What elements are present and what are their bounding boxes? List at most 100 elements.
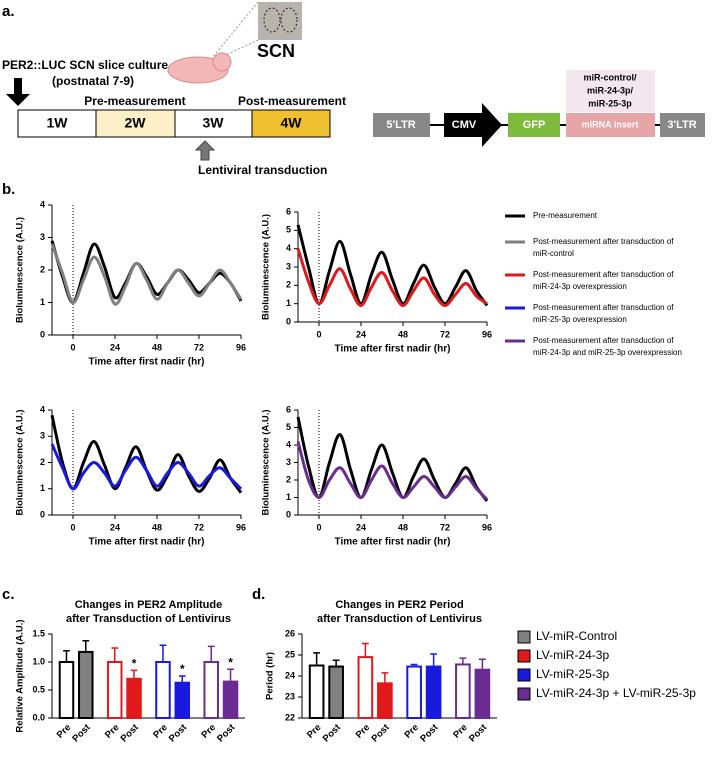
x-tick-label: 48 (398, 329, 408, 339)
bar (222, 680, 239, 719)
x-tick-label: 24 (110, 522, 120, 532)
series-line (296, 441, 489, 501)
error-bar (159, 644, 167, 662)
y-tick-label: 2 (286, 280, 291, 290)
y-tick-label: 3 (40, 232, 45, 242)
y-tick-label: 4 (286, 243, 291, 253)
x-tick-label: 48 (152, 342, 162, 352)
bar (106, 661, 123, 719)
week-label: 3W (203, 115, 225, 131)
legend-label: miR-24-3p overexpression (533, 282, 627, 291)
bar (474, 668, 491, 720)
ltr-box (373, 113, 430, 137)
y-tick-label: 2 (40, 264, 45, 274)
error-bar (111, 647, 119, 662)
bar (357, 656, 374, 719)
x-tick-label: 96 (482, 329, 492, 339)
y-tick-label: 3 (40, 431, 45, 441)
legend-label: miR-24-3p and miR-25-3p overexpression (533, 348, 682, 357)
bar (126, 677, 142, 719)
culture-label: PER2::LUC SCN slice culture (2, 58, 168, 72)
x-tick-label: 0 (70, 522, 75, 532)
y-tick-label: 0.0 (32, 712, 45, 722)
bar (425, 665, 442, 719)
y-tick-label: 1 (286, 298, 291, 308)
y-tick-label: 2 (286, 474, 291, 484)
x-axis-label: Time after first nadir (hr) (89, 537, 205, 548)
y-tick-label: 1.0 (32, 656, 45, 666)
x-tick-label: 72 (440, 329, 450, 339)
x-tick-label: Post (467, 722, 490, 745)
y-axis-label: Bioluminescence (A.U.) (15, 217, 26, 323)
construct-label: GFP (523, 119, 546, 131)
week-label: 1W (47, 115, 69, 131)
series-line (50, 243, 243, 306)
bar (155, 661, 171, 719)
legend-label: LV-miR-24-3p + LV-miR-25-3p (536, 686, 696, 700)
y-tick-label: 26 (285, 628, 295, 638)
legend-swatch (517, 630, 531, 644)
week-label: 2W (125, 115, 147, 131)
bar (203, 661, 219, 719)
error-bar (82, 639, 90, 652)
x-tick-label: Post (369, 722, 392, 745)
x-tick-label: Post (167, 722, 190, 745)
x-tick-label: 24 (356, 522, 366, 532)
x-tick-label: Post (119, 722, 142, 745)
significance: * (180, 662, 185, 676)
y-axis-label: Bioluminescence (A.U.) (261, 409, 272, 515)
y-tick-label: 4 (40, 199, 45, 209)
y-axis-label: Relative Amplitude (A.U.) (15, 619, 26, 732)
legend-label: LV-miR-25-3p (536, 667, 609, 681)
legend-swatch (517, 687, 531, 701)
bar (308, 664, 325, 719)
x-tick-label: Post (321, 722, 344, 745)
bar (455, 663, 471, 720)
x-tick-label: 72 (194, 342, 204, 352)
x-tick-label: 72 (440, 522, 450, 532)
x-tick-label: 24 (110, 342, 120, 352)
insert-option: miR-24-3p/ (587, 85, 634, 95)
y-tick-label: 4 (286, 439, 291, 449)
x-axis-label: Time after first nadir (hr) (335, 537, 451, 548)
x-tick-label: Post (418, 722, 441, 745)
gfp-box (508, 113, 560, 137)
y-tick-label: 25 (285, 649, 295, 659)
bar (328, 665, 344, 719)
transduction-arrow (194, 140, 216, 161)
y-tick-label: 1.5 (32, 628, 45, 638)
start-arrow (6, 78, 30, 106)
chart-title: after Transduction of Lentivirus (317, 613, 482, 625)
series-line (296, 248, 488, 308)
error-bar (478, 658, 486, 670)
y-tick-label: 0.5 (32, 684, 45, 694)
x-tick-label: 0 (70, 342, 75, 352)
panel-label: d. (252, 586, 265, 603)
construct-label: miRNA insert (582, 119, 639, 129)
week-box (174, 109, 253, 138)
error-bar (410, 663, 418, 667)
y-tick-label: 1 (40, 483, 45, 493)
panel-label: a. (2, 3, 15, 20)
week-box (95, 109, 176, 138)
series-line (296, 224, 489, 307)
series-line (50, 443, 243, 491)
y-tick-label: 6 (286, 404, 291, 414)
transduction-label: Lentiviral transduction (198, 163, 327, 177)
error-bar (459, 657, 467, 665)
y-tick-label: 0 (40, 509, 45, 519)
ltr-box (660, 113, 705, 137)
culture-label: (postnatal 7-9) (52, 74, 134, 88)
week-box (251, 109, 331, 138)
y-tick-label: 1 (286, 492, 291, 502)
y-tick-label: 6 (286, 206, 291, 216)
panel-label: c. (2, 586, 15, 603)
y-tick-label: 4 (40, 404, 45, 414)
legend-swatch (517, 649, 531, 663)
series-line (50, 240, 243, 304)
error-bar (381, 672, 389, 684)
y-tick-label: 3 (286, 261, 291, 271)
x-tick-label: 48 (152, 522, 162, 532)
